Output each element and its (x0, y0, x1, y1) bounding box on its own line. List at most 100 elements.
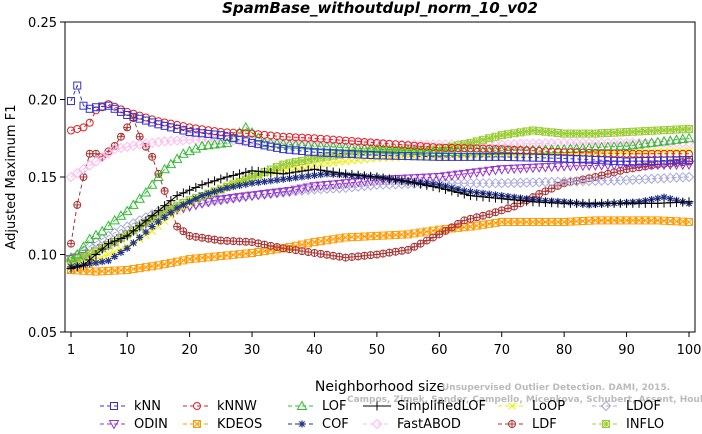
data-point-knn (635, 157, 644, 166)
series-kdeos (67, 216, 693, 276)
legend-item-odin: ODIN (100, 417, 168, 432)
data-point-cof (148, 223, 156, 231)
data-point-knnw (416, 142, 425, 151)
legend-label-ldof: LDOF (626, 399, 661, 414)
data-point-ldf (435, 230, 444, 239)
data-point-knnw (422, 142, 431, 151)
data-point-cof (254, 178, 262, 186)
data-point-odin (571, 161, 582, 172)
data-point-lof (121, 205, 133, 216)
data-point-knn (173, 124, 182, 133)
data-point-knn (229, 134, 238, 143)
data-point-ldf (260, 240, 269, 249)
data-point-odin (234, 193, 245, 203)
legend-item-simplifiedlof: SimplifiedLOF (363, 399, 486, 414)
data-point-knn (541, 153, 550, 162)
data-point-odin (508, 164, 520, 175)
x-tick-label: 1 (67, 343, 75, 358)
data-point-simplifiedlof (341, 169, 351, 179)
data-point-knn (216, 131, 225, 140)
data-point-ldf (397, 246, 406, 255)
x-tick-label: 20 (181, 343, 198, 358)
data-point-simplifiedlof (85, 255, 95, 265)
data-point-knn (653, 156, 662, 165)
data-point-simplifiedlof (197, 180, 207, 190)
data-point-odin (577, 161, 589, 172)
data-point-lof (446, 146, 458, 156)
data-point-knnw (678, 149, 687, 158)
data-point-odin (558, 162, 570, 172)
data-point-ldf (135, 132, 144, 141)
data-point-knn (385, 151, 394, 160)
data-point-lof (639, 138, 651, 148)
data-point-knn (354, 150, 363, 159)
data-point-simplifiedlof (128, 226, 138, 236)
data-point-simplifiedlof (403, 177, 413, 187)
data-point-simplifiedlof (72, 262, 82, 272)
data-point-odin (427, 173, 439, 183)
data-point-knnw (397, 140, 406, 149)
data-point-odin (521, 164, 533, 174)
data-point-knnw (291, 133, 300, 142)
data-point-lof (190, 143, 202, 153)
y-tick-label: 0.10 (28, 249, 57, 264)
data-point-kdeos (685, 217, 693, 226)
data-point-odin (259, 190, 270, 200)
data-point-knnw (285, 133, 294, 142)
data-point-simplifiedlof (153, 206, 163, 216)
data-point-lof (96, 225, 108, 236)
data-point-lof (346, 142, 358, 152)
data-point-odin (277, 187, 289, 198)
data-point-simplifiedlof (216, 174, 226, 184)
data-point-cof (204, 190, 212, 198)
data-point-knn (435, 152, 444, 161)
data-point-knn (154, 120, 163, 129)
data-point-lof (540, 144, 551, 154)
data-point-cof (129, 239, 137, 247)
data-point-knn (603, 156, 612, 165)
data-point-lof (196, 140, 208, 150)
watermark-line-2: Campos, Zimek, Sander, Campello, Micenko… (347, 395, 702, 405)
legend-marker-inflo (602, 420, 610, 428)
data-point-ldf (67, 239, 75, 248)
data-point-odin (646, 160, 657, 171)
data-point-simplifiedlof (172, 191, 182, 201)
data-point-cof (167, 209, 175, 217)
data-point-knnw (273, 132, 281, 141)
data-point-simplifiedlof (272, 168, 282, 178)
data-point-ldf (310, 248, 319, 257)
data-point-knn (310, 148, 319, 157)
legend-marker-cof (298, 420, 306, 428)
data-point-knn (466, 152, 475, 161)
data-point-cof (117, 248, 125, 256)
data-point-knn (391, 151, 400, 160)
data-point-simplifiedlof (359, 171, 369, 181)
data-point-odin (664, 160, 676, 171)
data-point-knnw (304, 133, 313, 142)
data-point-knn (578, 155, 587, 164)
data-point-simplifiedlof (397, 176, 407, 186)
data-point-odin (227, 193, 239, 204)
data-point-ldf (379, 249, 388, 258)
data-point-knn (397, 151, 406, 160)
data-point-odin (446, 171, 458, 181)
data-point-lof (658, 135, 670, 146)
data-point-knnw (441, 143, 450, 152)
data-point-lof (315, 140, 327, 151)
data-point-odin (590, 161, 601, 171)
data-point-fastabod (103, 148, 114, 159)
data-point-odin (340, 179, 352, 189)
data-point-ldf (297, 247, 306, 256)
data-point-odin (671, 160, 682, 171)
data-point-odin (240, 192, 252, 202)
legend-marker-odin (108, 420, 120, 430)
data-point-simplifiedlof (472, 191, 482, 201)
data-point-lof (633, 138, 645, 149)
data-point-ldf (454, 219, 463, 228)
data-point-knnw (466, 144, 475, 153)
data-point-cof (142, 228, 150, 236)
data-point-simplifiedlof (147, 211, 157, 221)
data-point-odin (221, 194, 233, 205)
data-point-knnw (616, 149, 625, 158)
x-tick-label: 10 (119, 343, 136, 358)
